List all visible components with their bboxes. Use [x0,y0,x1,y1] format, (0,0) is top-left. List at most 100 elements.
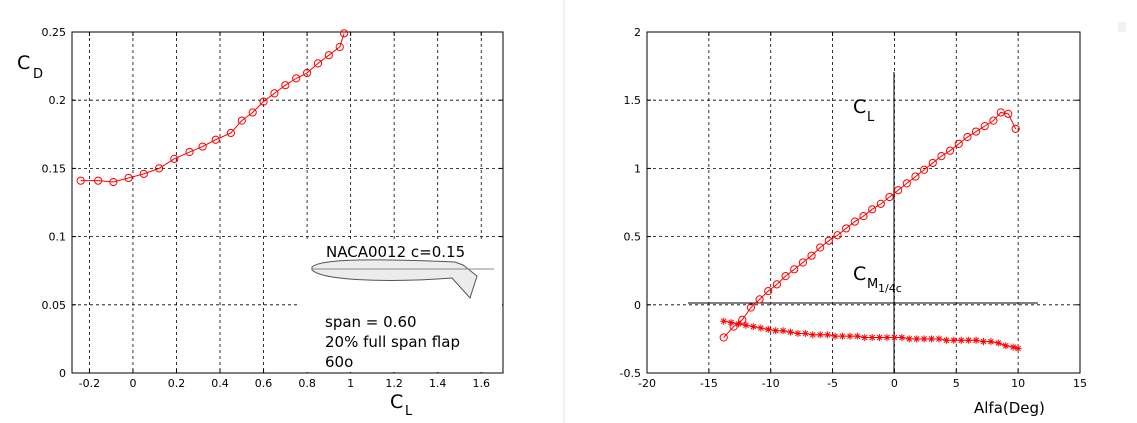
right-series-0-point [911,172,920,181]
right-x-tick-label: -20 [638,377,656,390]
right-series-1-point [720,317,728,325]
right-series-0-point [876,199,885,208]
right-series-0-line [723,111,1017,338]
right-series-1-point [1009,343,1017,351]
left-series-0-point [313,59,323,68]
right-y-tick-label: 1 [634,162,641,175]
right-x-tick-label: 10 [1011,377,1025,390]
left-y-ticks: 0 0.05 0.1 0.15 0.2 0.25 [42,26,503,380]
left-series-0-point [292,74,301,83]
left-x-tick-label: 1.4 [429,377,447,390]
left-y-tick-label: 0.05 [42,299,67,312]
right-series-0-point [807,251,816,260]
right-series-0-point [824,236,833,245]
right-series-1-point [735,320,743,328]
right-series-0-point [755,295,764,304]
right-series-0-point [746,303,756,312]
right-series-1-point [816,331,824,339]
right-series-1-point [779,327,787,335]
right-x-label: Alfa(Deg) [974,399,1045,417]
left-series-0-point [324,51,333,60]
left-x-tick-label: 0.8 [298,377,316,390]
right-series-1-point [742,321,750,329]
left-series-0-line [80,33,345,183]
right-series-0-point [885,192,894,202]
right-series-0-point [902,179,911,188]
right-series-1-point [846,332,854,340]
left-series-0-point [124,173,133,183]
right-series-1-point [980,338,988,346]
right-series-1-point [994,339,1002,347]
right-x-ticks: -20 -15 -10 -5 0 5 10 15 [638,32,1087,390]
right-x-tick-label: 5 [953,377,960,390]
left-y-label-sub: D [33,67,43,82]
left-series-0-point [339,29,349,38]
left-y-tick-label: 0.2 [49,94,67,107]
right-series-0-point [764,287,773,296]
right-series-0-point [937,152,946,161]
cm-label-subsub: 1/4c [878,282,902,295]
left-x-label: C [390,391,403,413]
right-series-0-point [738,315,747,324]
left-x-tick-label: 0.6 [255,377,273,390]
right-series-1-point [757,324,765,332]
right-series-0-point [798,258,807,267]
right-series-0-point [971,127,981,136]
airfoil-flap-drawing [311,259,494,299]
left-x-tick-label: 0 [129,377,136,390]
right-series-1-point [883,334,891,342]
right-series-1-point [965,336,973,344]
left-series-0-point [109,177,118,187]
right-series-0-point [868,205,877,214]
left-x-tick-label: 1 [347,377,354,390]
right-x-tick-label: 15 [1073,377,1087,390]
right-series-0-point [1004,109,1013,118]
right-series-1-point [831,332,839,340]
right-series-0-point [980,122,989,131]
right-series-0-point [781,272,790,281]
cl-label: C [853,96,866,118]
right-series-1-point [950,336,958,344]
left-series-0-point [139,169,148,178]
right-series-1-point [868,334,876,342]
right-series-1-point [898,334,906,342]
right-series-1-point [727,319,735,327]
left-series-0-point [76,176,85,185]
right-series-0-point [816,243,825,252]
right-series-0-point [989,116,998,125]
right-series-1-point [801,329,809,337]
right-series-1-point [853,332,861,340]
right-y-tick-label: 1.5 [624,94,642,107]
right-series-1-point [876,334,884,342]
right-y-tick-label: 0 [634,299,641,312]
right-series-0-point [719,333,728,342]
right-x-tick-label: -5 [827,377,838,390]
span-annotation: span = 0.60 [325,313,417,331]
right-series-1-line [723,320,1019,349]
right-series-1-point [905,335,913,343]
right-series-1-point [987,338,995,346]
left-y-tick-label: 0 [59,367,66,380]
left-y-tick-label: 0.1 [49,231,67,244]
right-series-1-point [913,335,921,343]
left-series-0-point [302,68,312,78]
right-x-tick-label: -15 [700,377,718,390]
right-series-1-point [749,323,757,331]
left-series-0-point [170,154,179,163]
right-series-1-point [920,335,928,343]
right-series-0-point [842,224,851,233]
right-y-tick-label: 0.5 [624,231,642,244]
left-plot-frame [71,31,504,374]
right-series-0-point [894,186,903,195]
left-series-0-point [94,176,103,185]
right-series-0-point [920,165,929,174]
left-series-0-point [226,128,236,138]
flap-annotation: 20% full span flap [325,333,460,351]
right-series-1-point [824,331,832,339]
right-series-1-point [861,334,869,342]
right-series-1-point [764,325,772,333]
right-series-0-point [833,231,842,240]
right-series-1-point [772,327,780,335]
right-series-1-point [794,329,802,337]
right-series-1-point [957,336,965,344]
